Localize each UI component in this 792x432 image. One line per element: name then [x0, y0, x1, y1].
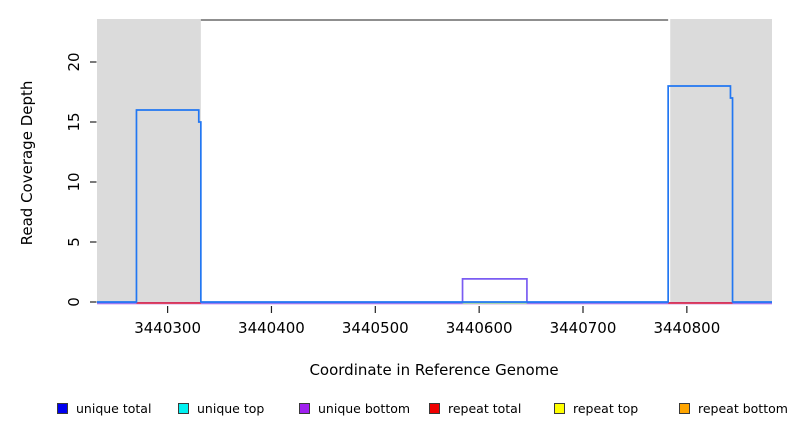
legend-label: repeat total: [448, 401, 522, 416]
x-axis-title: Coordinate in Reference Genome: [309, 361, 559, 379]
series-unique-total: [97, 85, 772, 303]
legend-label: repeat top: [573, 401, 639, 416]
y-tick-label: 5: [65, 237, 83, 247]
x-tick-label: 3440300: [134, 319, 202, 337]
legend-item-unique-bottom: unique bottom: [299, 401, 410, 416]
x-tick-label: 3440400: [238, 319, 305, 337]
y-tick-label: 0: [65, 297, 83, 307]
legend-label: unique top: [197, 401, 265, 416]
y-tick-label: 15: [65, 112, 83, 132]
legend-swatch-icon: [679, 403, 690, 414]
y-tick-label: 10: [65, 172, 83, 192]
legend-item-unique-total: unique total: [57, 401, 151, 416]
legend-item-repeat-total: repeat total: [429, 401, 521, 416]
legend-label: unique total: [76, 401, 152, 416]
legend-item-unique-top: unique top: [178, 401, 264, 416]
x-tick-label: 3440500: [341, 319, 409, 337]
repeat-region-shading: [97, 19, 201, 303]
legend-label: repeat bottom: [698, 401, 788, 416]
y-axis-title: Read Coverage Depth: [18, 80, 36, 246]
repeat-region-shading: [670, 19, 772, 303]
y-tick-label: 20: [65, 52, 83, 72]
legend-label: unique bottom: [318, 401, 411, 416]
legend-item-repeat-bottom: repeat bottom: [679, 401, 788, 416]
legend-swatch-icon: [57, 403, 68, 414]
legend-swatch-icon: [429, 403, 440, 414]
legend-swatch-icon: [299, 403, 310, 414]
series-unique-bottom: [97, 278, 772, 304]
x-tick-label: 3440600: [445, 319, 513, 337]
x-tick-label: 3440800: [653, 319, 721, 337]
legend-item-repeat-top: repeat top: [554, 401, 638, 416]
x-tick-label: 3440700: [549, 319, 617, 337]
legend-swatch-icon: [554, 403, 565, 414]
legend-swatch-icon: [178, 403, 189, 414]
